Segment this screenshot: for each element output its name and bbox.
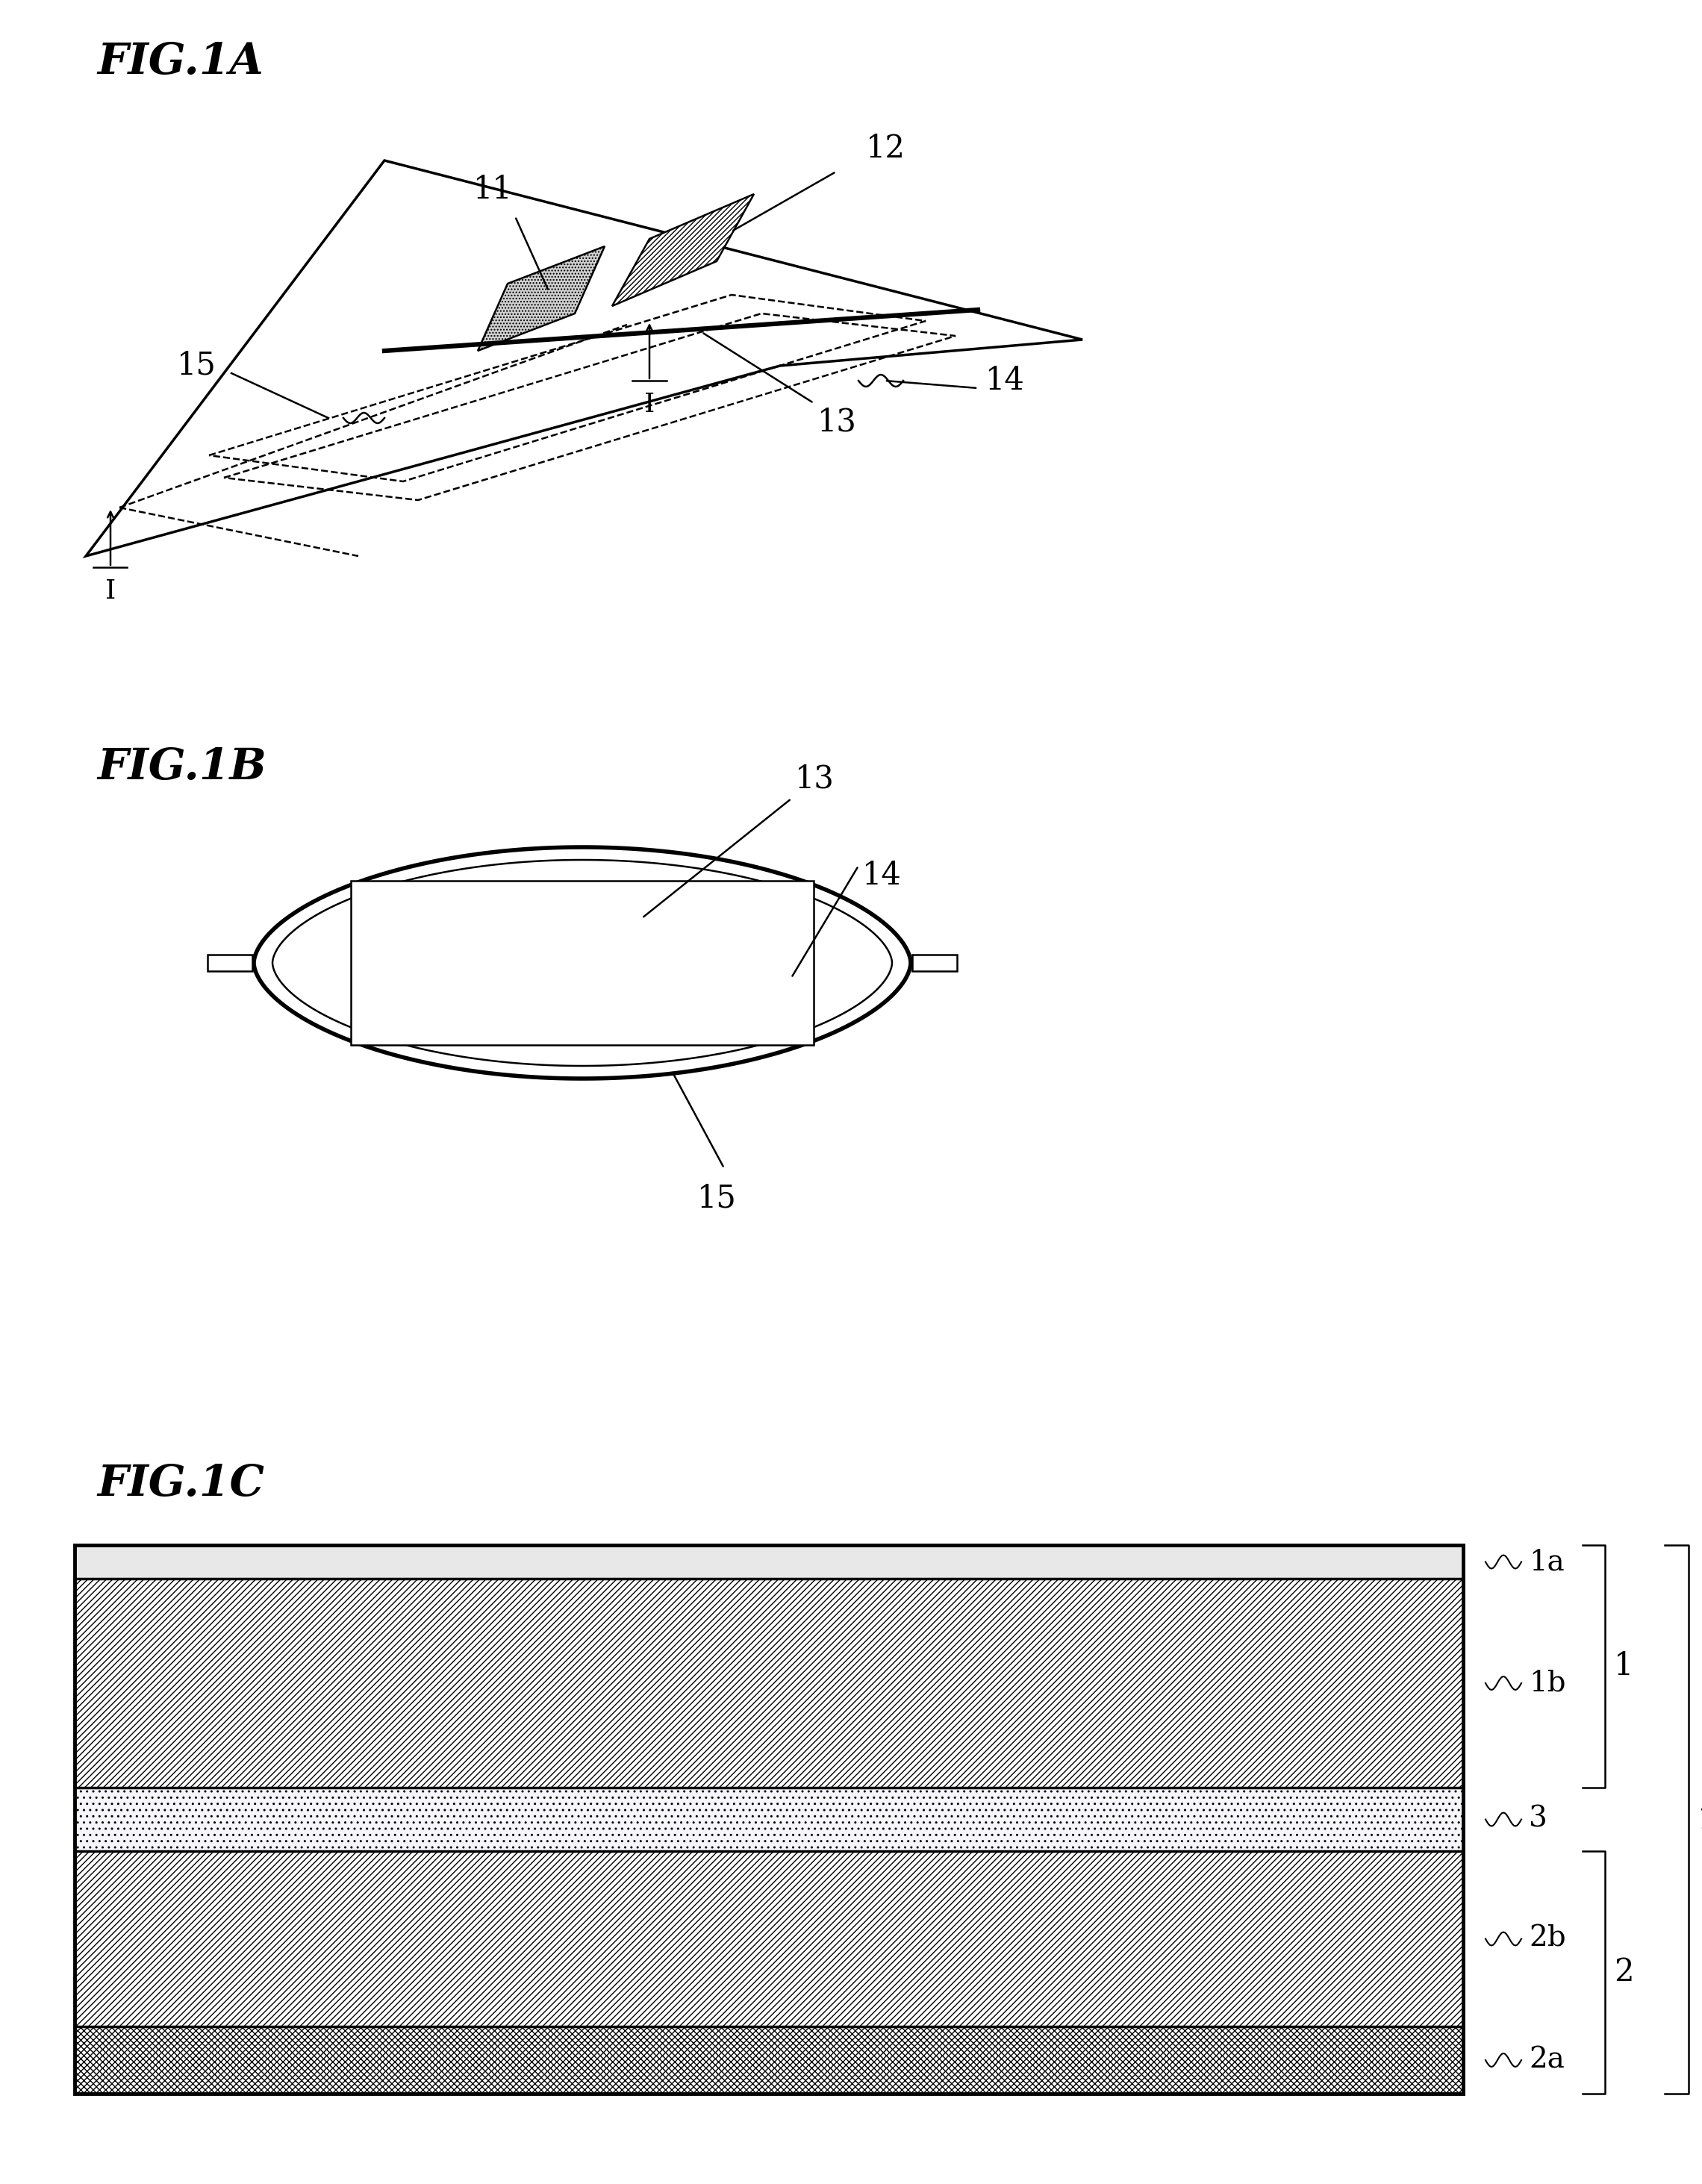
- Text: 1: 1: [1613, 1651, 1634, 1682]
- Text: 14: 14: [985, 365, 1025, 395]
- Text: 15: 15: [177, 349, 216, 382]
- Text: 14: 14: [863, 860, 902, 891]
- Text: 2a: 2a: [1528, 2046, 1564, 2075]
- Text: 1b: 1b: [1528, 1669, 1566, 1697]
- Bar: [75, 1579, 1464, 1789]
- Text: FIG.1C: FIG.1C: [97, 1463, 264, 1505]
- Polygon shape: [478, 247, 604, 352]
- Bar: [351, 880, 814, 1044]
- Bar: [912, 954, 957, 972]
- Text: FIG.1A: FIG.1A: [97, 41, 264, 83]
- Polygon shape: [272, 860, 892, 1066]
- Text: 15: 15: [696, 1184, 737, 1214]
- Polygon shape: [254, 847, 911, 1079]
- Text: 13: 13: [795, 764, 834, 795]
- Bar: [75, 1544, 1464, 1579]
- Text: 3: 3: [1528, 1806, 1547, 1832]
- Text: 2: 2: [1613, 1957, 1634, 1987]
- Bar: [75, 1852, 1464, 2027]
- Text: 11: 11: [473, 175, 512, 205]
- Text: I: I: [106, 579, 116, 603]
- Bar: [75, 2027, 1464, 2094]
- Bar: [75, 1544, 1464, 2094]
- Text: I: I: [643, 391, 655, 417]
- Bar: [75, 1789, 1464, 1852]
- Text: 13: 13: [817, 406, 856, 439]
- Text: 1a: 1a: [1528, 1548, 1564, 1575]
- Text: FIG.1B: FIG.1B: [97, 747, 267, 788]
- Polygon shape: [85, 159, 1082, 557]
- Text: 13: 13: [1697, 1804, 1702, 1835]
- Text: 2b: 2b: [1528, 1924, 1566, 1952]
- Text: 12: 12: [866, 133, 905, 164]
- Bar: [208, 954, 252, 972]
- Polygon shape: [613, 194, 754, 306]
